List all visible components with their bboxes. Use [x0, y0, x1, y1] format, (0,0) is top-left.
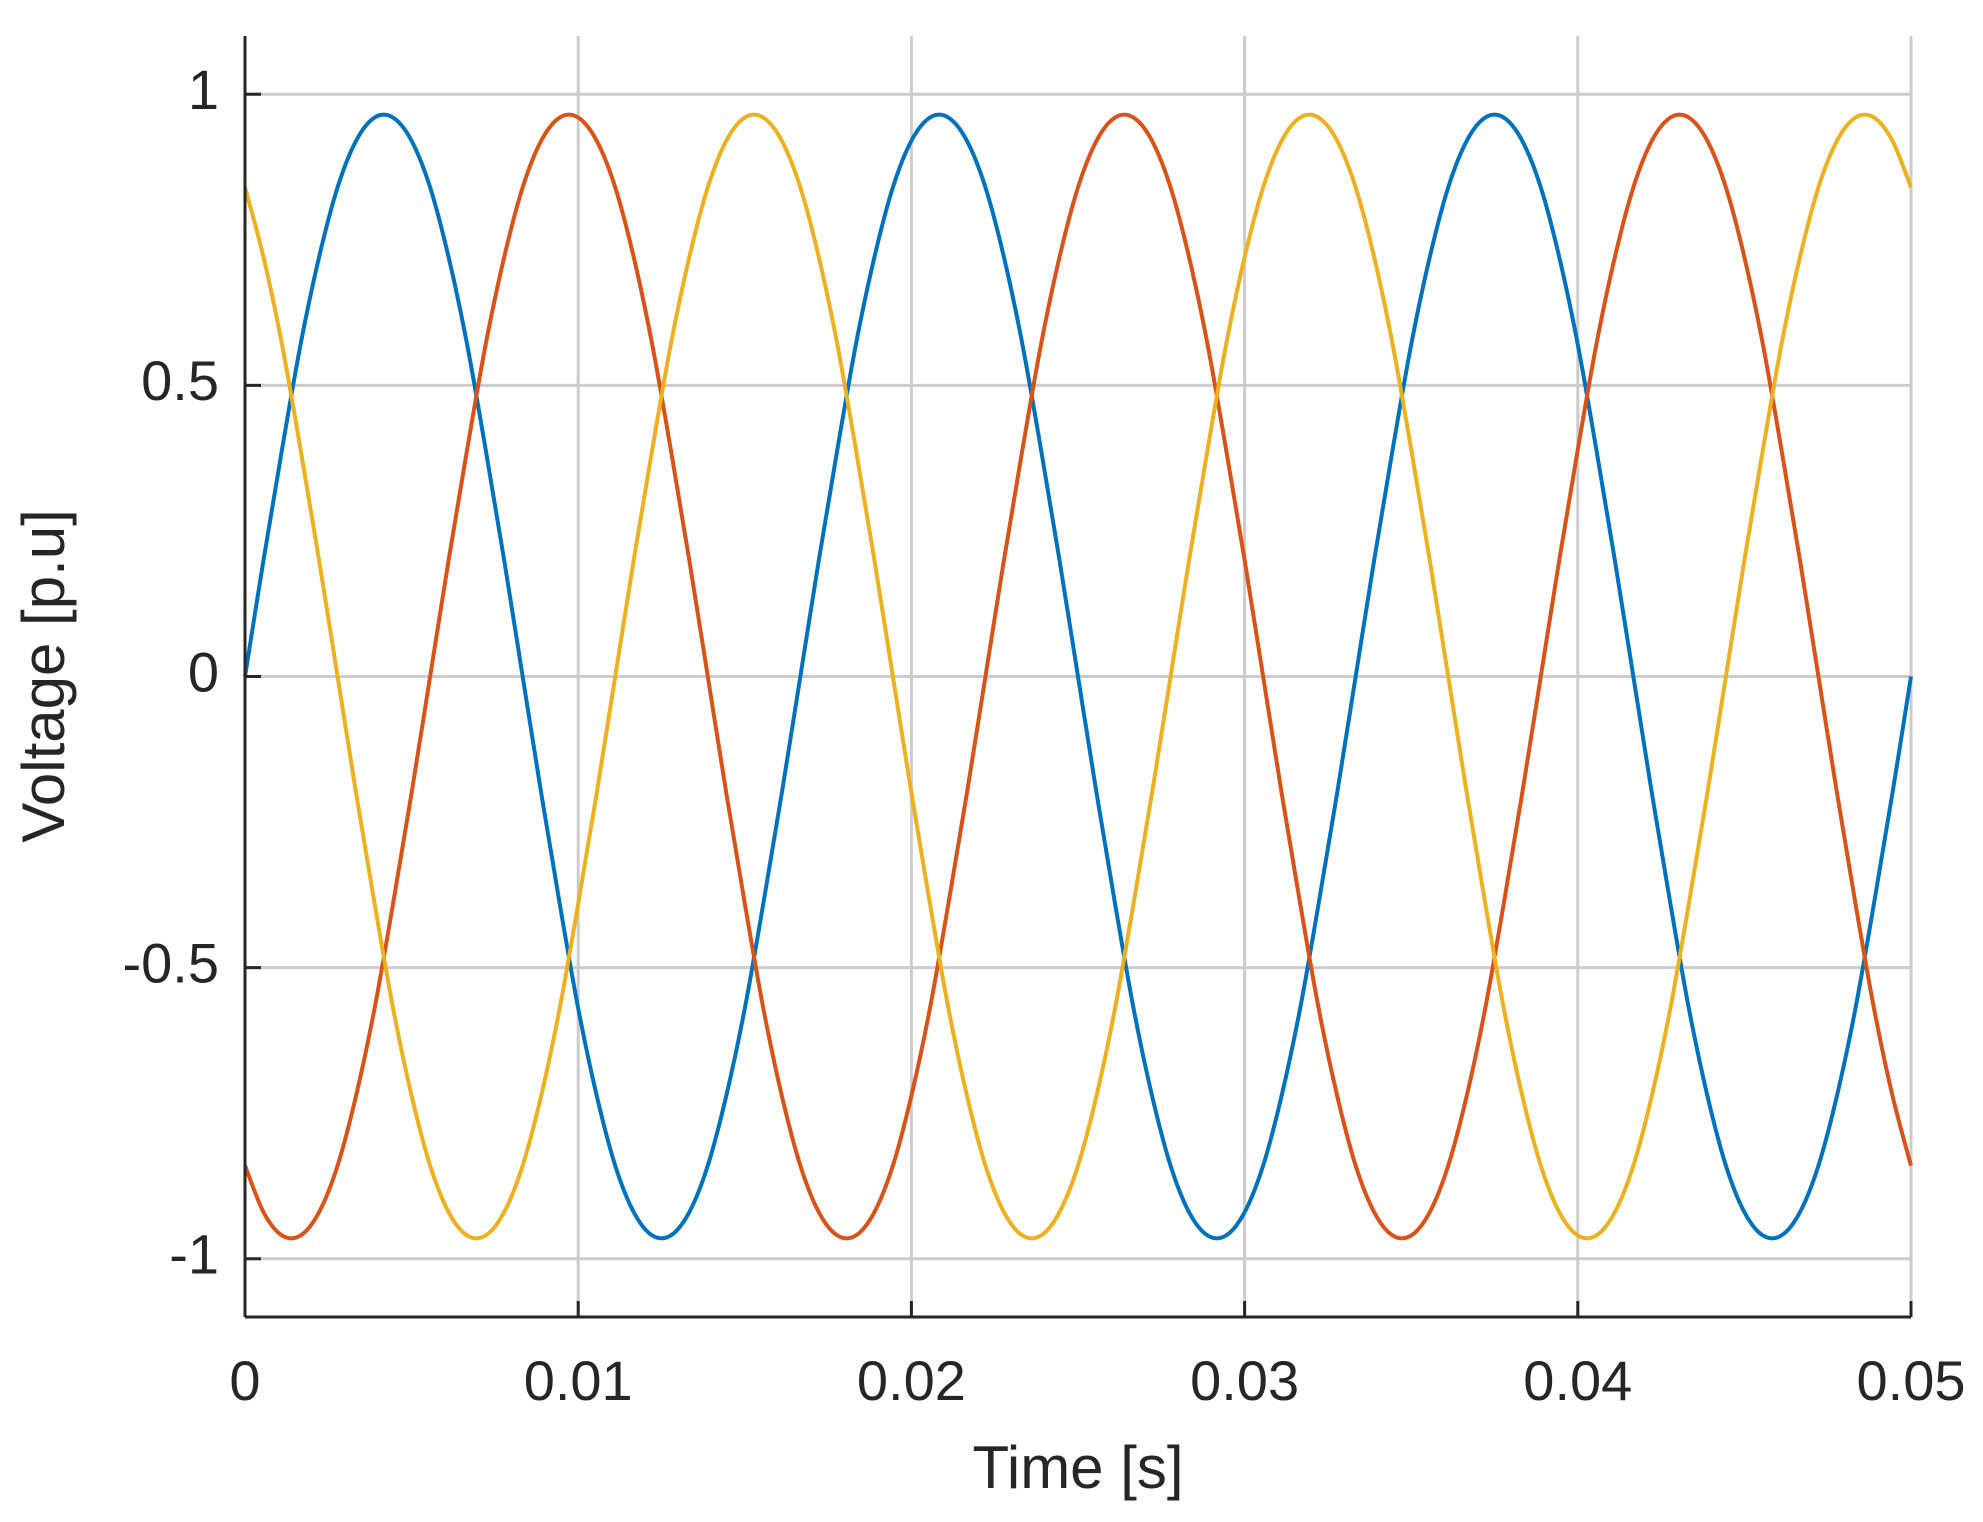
x-tick-label: 0.05 [1857, 1349, 1966, 1412]
y-tick-label: 0.5 [141, 349, 219, 412]
y-tick-label: -0.5 [123, 931, 220, 994]
x-tick-label: 0.04 [1523, 1349, 1632, 1412]
series-line [243, 112, 1913, 1241]
series-line [243, 112, 1913, 1241]
x-tick-label: 0.01 [524, 1349, 633, 1412]
x-axis-label: Time [s] [972, 1434, 1183, 1501]
x-tick-label: 0.03 [1190, 1349, 1299, 1412]
x-tick-label: 0.02 [857, 1349, 966, 1412]
y-tick-label: -1 [169, 1223, 219, 1286]
series-line [243, 112, 1913, 1241]
plot-area [243, 112, 1913, 1241]
y-axis-label: Voltage [p.u] [10, 509, 77, 843]
axes: 0 0.01 0.02 0.03 0.04 0.05 -1 -0.5 0 0.5 1 [123, 36, 1966, 1412]
y-tick-label: 0 [188, 640, 219, 703]
x-tick-label: 0 [229, 1349, 260, 1412]
y-tick-label: 1 [188, 58, 219, 121]
